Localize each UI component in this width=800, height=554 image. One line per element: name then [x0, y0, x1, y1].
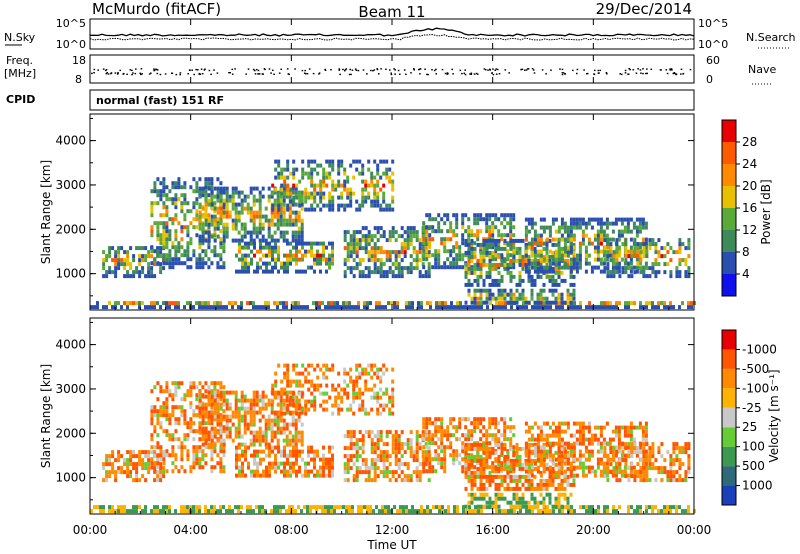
colorbar-segment [722, 120, 736, 142]
nsearch-label: N.Search [746, 31, 796, 44]
nave-tick-bottom: 0 [706, 73, 713, 86]
velocity-panel: Slant Range [km] 1000 2000 3000 4000 1000 50… [39, 317, 781, 515]
velocity-ylabel: Slant Range [km] [39, 364, 53, 468]
colorbar-segment [722, 142, 736, 164]
colorbar-segment [722, 252, 736, 274]
colorbar-tick-label: 20 [742, 179, 757, 193]
colorbar-segment [722, 230, 736, 252]
colorbar-tick-label: 16 [742, 201, 757, 215]
colorbar-segment [722, 368, 736, 389]
x-tick-label: 12:00 [375, 523, 410, 537]
colorbar-tick-label: -500 [742, 362, 769, 376]
colorbar-tick-label: 1000 [742, 479, 773, 493]
colorbar-segment [722, 330, 736, 350]
colorbar-tick-label: 24 [742, 157, 757, 171]
colorbar-tick-label: 100 [742, 440, 765, 454]
colorbar-segment [722, 485, 736, 505]
x-tick-label: 16:00 [475, 523, 510, 537]
freq-tick-bottom: 8 [75, 73, 82, 86]
velocity-colorbar: 1000 500 100 25 -25 -100 -500 -1000 [721, 329, 777, 506]
colorbar-tick-label: 25 [742, 420, 757, 434]
y-tick-label: 3000 [55, 178, 86, 192]
nave-label: Nave [748, 63, 776, 76]
cpid-strip: CPID normal (fast) 151 RF [6, 89, 695, 111]
y-tick-label: 2000 [55, 426, 86, 440]
colorbar-tick-label: -100 [742, 381, 769, 395]
nsky-tick-top: 10^5 [56, 17, 86, 30]
colorbar-tick-label: -1000 [742, 342, 777, 356]
freq-trace [91, 68, 692, 76]
nsky-label: N.Sky [4, 31, 36, 44]
velocity-colorbar-label: Velocity [m s⁻¹] [767, 369, 781, 462]
velocity-yticks: 1000 2000 3000 4000 [55, 321, 694, 501]
date-title: 29/Dec/2014 [596, 0, 692, 18]
y-tick-label: 4000 [55, 134, 86, 148]
x-tick-label: 08:00 [274, 523, 309, 537]
noise-strip: N.Sky 10^5 10^0 10^5 10^0 N.Search [4, 17, 796, 51]
colorbar-segment [722, 186, 736, 208]
freq-tick-top: 18 [72, 54, 86, 67]
colorbar-tick-label: 28 [742, 135, 757, 149]
colorbar-segment [722, 208, 736, 230]
power-panel: Slant Range [km] 1000 2000 3000 4000 4 8 12 16… [39, 113, 773, 311]
x-tick-label: 20:00 [576, 523, 611, 537]
x-tick-label: 00:00 [73, 523, 108, 537]
colorbar-segment [722, 427, 736, 447]
power-colorbar-label: Power [dB] [759, 179, 773, 244]
y-tick-label: 3000 [55, 382, 86, 396]
station-title: McMurdo (fitACF) [92, 0, 221, 18]
colorbar-segment [722, 388, 736, 408]
colorbar-segment [722, 164, 736, 186]
colorbar-tick-label: 500 [742, 459, 765, 473]
freq-strip: Freq. [MHz] 18 8 60 0 Nave [4, 54, 776, 86]
y-tick-label: 1000 [55, 267, 86, 281]
colorbar-tick-label: 8 [742, 245, 750, 259]
colorbar-tick-label: 12 [742, 223, 757, 237]
freq-label: Freq. [6, 54, 33, 67]
cpid-label: CPID [6, 93, 35, 106]
colorbar-segment [722, 349, 736, 369]
power-ylabel: Slant Range [km] [39, 160, 53, 264]
power-colorbar: 4 8 12 16 20 24 28 [721, 119, 757, 297]
x-tick-label: 04:00 [173, 523, 208, 537]
nsearch-tick-bottom: 10^0 [698, 38, 728, 51]
y-tick-label: 4000 [55, 338, 86, 352]
colorbar-tick-label: 4 [742, 267, 750, 281]
cpid-value: normal (fast) 151 RF [96, 94, 224, 107]
colorbar-segment [722, 274, 736, 296]
y-tick-label: 2000 [55, 222, 86, 236]
nsky-tick-bottom: 10^0 [56, 38, 86, 51]
velocity-heatmap [90, 363, 696, 514]
nsky-trace [90, 27, 695, 37]
beam-title: Beam 11 [358, 3, 425, 21]
nave-tick-top: 60 [706, 54, 720, 67]
power-yticks: 1000 2000 3000 4000 [55, 117, 694, 297]
nsearch-trace [89, 33, 695, 41]
time-axis: 00:00 04:00 08:00 12:00 16:00 20:00 00:00 [73, 19, 712, 537]
colorbar-tick-label: -25 [742, 401, 762, 415]
freq-unit: [MHz] [4, 67, 36, 80]
nsearch-tick-top: 10^5 [698, 17, 728, 30]
colorbar-segment [722, 446, 736, 467]
colorbar-segment [722, 466, 736, 486]
power-heatmap [90, 159, 696, 310]
y-tick-label: 1000 [55, 471, 86, 485]
time-axis-label: Time UT [366, 538, 417, 552]
colorbar-segment [722, 407, 736, 428]
x-tick-label: 00:00 [677, 523, 712, 537]
